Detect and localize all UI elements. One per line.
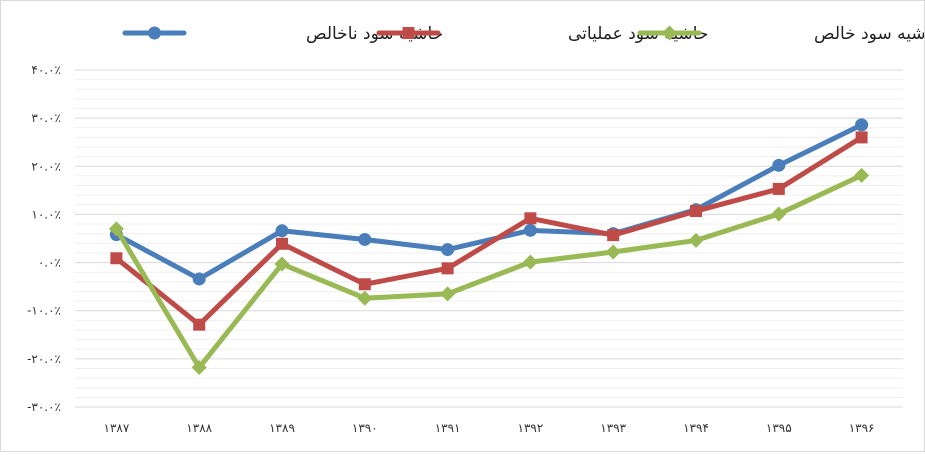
data-point <box>441 243 455 257</box>
legend-label: حاشیه سود خالص <box>814 24 924 44</box>
data-point <box>522 254 538 270</box>
series-3 <box>108 167 870 376</box>
y-tick-label: -۲۰.۰٪ <box>27 352 61 366</box>
data-point <box>191 360 207 376</box>
data-point <box>193 318 206 331</box>
x-tick-label: ۱۳۹۳ <box>600 421 626 435</box>
data-point <box>771 206 787 222</box>
y-tick-label: ۴۰.۰٪ <box>31 63 61 77</box>
data-point <box>523 223 537 237</box>
data-point <box>855 118 869 132</box>
y-tick-label: ۳۰.۰٪ <box>31 111 61 125</box>
data-point <box>108 221 124 237</box>
data-point <box>440 286 456 302</box>
legend-marker <box>402 27 415 39</box>
data-point <box>276 237 288 250</box>
data-point <box>855 131 868 144</box>
series-group <box>108 118 870 376</box>
series-line <box>113 172 865 371</box>
data-point <box>357 290 373 306</box>
data-point <box>358 278 371 291</box>
data-point <box>110 252 123 265</box>
data-point <box>605 244 621 260</box>
data-point <box>192 272 206 286</box>
data-point <box>772 158 786 172</box>
y-tick-label: ۲۰.۰٪ <box>31 159 61 173</box>
data-point <box>275 224 289 238</box>
legend-marker <box>148 26 161 40</box>
series-line <box>113 122 865 282</box>
data-point <box>607 229 620 242</box>
data-point <box>441 262 454 275</box>
legend-marker <box>662 25 677 41</box>
data-point <box>524 212 537 225</box>
x-tick-label: ۱۳۹۰ <box>352 421 378 435</box>
series-2 <box>110 131 868 331</box>
x-tick-label: ۱۳۹۵ <box>766 421 792 435</box>
data-point <box>688 232 704 248</box>
x-tick-label: ۱۳۹۱ <box>435 421 461 435</box>
x-tick-label: ۱۳۹۲ <box>518 421 544 435</box>
y-axis-ticks: ۴۰.۰٪ ۳۰.۰٪ ۲۰.۰٪ ۱۰.۰٪ ۰.۰٪ -۱۰.۰٪ -۲۰.۰٪ -۳۰.… <box>27 63 61 414</box>
legend-item-3: حاشیه سود خالص <box>637 24 925 44</box>
x-tick-label: ۱۳۸۷ <box>104 421 130 435</box>
x-tick-label: ۱۳۸۸ <box>186 421 212 435</box>
data-point <box>690 205 702 218</box>
series-1 <box>109 118 869 286</box>
data-point <box>274 256 290 272</box>
legend: حاشیه سود ناخالصحاشیه سود عملیاتیحاشیه س… <box>122 24 925 44</box>
y-tick-label: ۱۰.۰٪ <box>31 207 61 221</box>
data-point <box>854 167 870 183</box>
x-tick-label: ۱۳۹۶ <box>849 421 875 435</box>
y-tick-label: -۳۰.۰٪ <box>27 400 61 414</box>
x-tick-label: ۱۳۹۴ <box>683 421 709 435</box>
series-line <box>113 134 865 328</box>
y-tick-label: -۱۰.۰٪ <box>27 304 61 318</box>
data-point <box>772 182 785 195</box>
data-point <box>358 232 372 246</box>
x-tick-label: ۱۳۸۹ <box>269 421 295 435</box>
y-tick-label: ۰.۰٪ <box>38 256 61 270</box>
x-axis-ticks: ۱۳۸۷ ۱۳۸۸ ۱۳۸۹ ۱۳۹۰ ۱۳۹۱ ۱۳۹۲ ۱۳۹۳ ۱۳۹۴ ۱۳۹۵ ۱۳۹۶ <box>104 421 875 435</box>
